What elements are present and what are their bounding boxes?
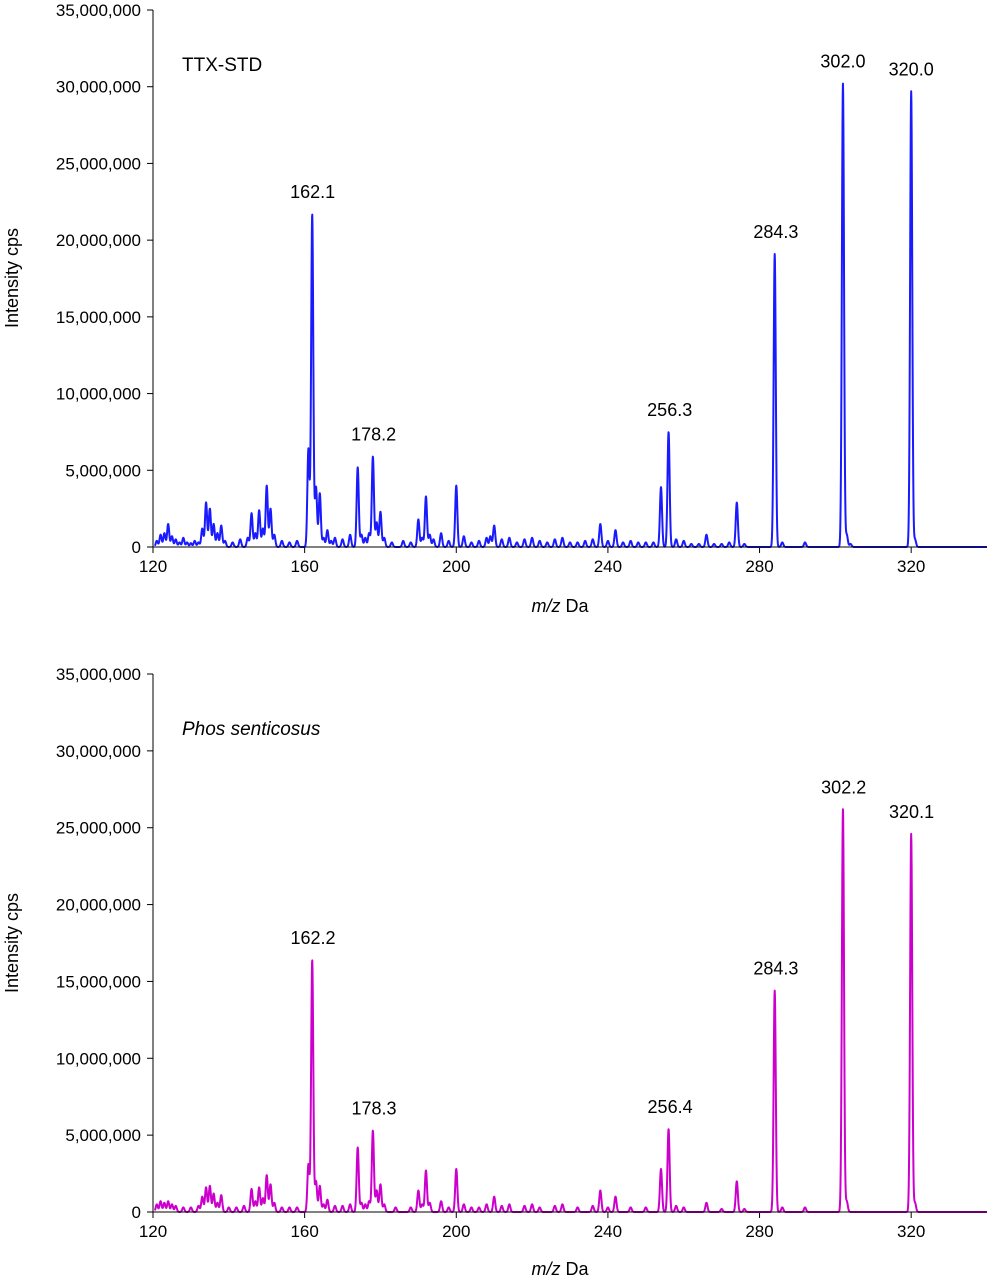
y-tick-label: 25,000,000 — [56, 819, 141, 838]
spectrum-series-line — [153, 82, 988, 548]
x-tick-label: 200 — [442, 1222, 470, 1241]
x-axis-label: m/z Da — [531, 596, 589, 616]
x-tick-label: 200 — [442, 557, 470, 576]
x-tick-label: 120 — [139, 557, 167, 576]
peak-label: 256.3 — [647, 400, 692, 420]
y-tick-label: 15,000,000 — [56, 308, 141, 327]
y-tick-label: 35,000,000 — [56, 1, 141, 20]
x-tick-label: 120 — [139, 1222, 167, 1241]
x-axis-label: m/z Da — [531, 1259, 589, 1278]
peak-label: 302.2 — [821, 777, 866, 797]
y-tick-label: 35,000,000 — [56, 665, 141, 684]
x-axis-label-unit: Da — [560, 596, 589, 616]
x-tick-label: 280 — [745, 557, 773, 576]
y-tick-label: 20,000,000 — [56, 896, 141, 915]
y-tick-label: 0 — [132, 1203, 141, 1222]
peak-label: 178.3 — [351, 1099, 396, 1119]
peak-label: 302.0 — [820, 52, 865, 72]
y-axis-label: Intensity cps — [2, 228, 22, 328]
x-tick-label: 160 — [290, 557, 318, 576]
spectrum-panel-1: 0 5,000,000 10,000,000 15,000,000 20,000,000… — [2, 1, 988, 616]
peak-label: 162.2 — [290, 928, 335, 948]
spectrum-panel-2: 0 5,000,000 10,000,000 15,000,000 20,000,000… — [2, 665, 988, 1278]
peak-label: 178.2 — [351, 424, 396, 444]
y-axis-label: Intensity cps — [2, 893, 22, 993]
spectrum-series-line — [153, 808, 988, 1213]
x-tick-label: 160 — [290, 1222, 318, 1241]
panel-title: TTX-STD — [182, 55, 262, 76]
y-tick-label: 15,000,000 — [56, 972, 141, 991]
y-tick-label: 5,000,000 — [65, 1126, 141, 1145]
x-tick-label: 240 — [594, 557, 622, 576]
y-tick-label: 25,000,000 — [56, 154, 141, 173]
x-tick-label: 320 — [897, 557, 925, 576]
y-tick-label: 10,000,000 — [56, 1049, 141, 1068]
x-axis-label-unit: Da — [560, 1259, 589, 1278]
y-tick-label: 5,000,000 — [65, 461, 141, 480]
x-tick-label: 320 — [897, 1222, 925, 1241]
y-tick-label: 30,000,000 — [56, 78, 141, 97]
peak-label: 284.3 — [753, 222, 798, 242]
peak-label: 320.1 — [889, 802, 934, 822]
peak-label: 256.4 — [648, 1097, 693, 1117]
y-tick-label: 10,000,000 — [56, 385, 141, 404]
x-tick-label: 280 — [745, 1222, 773, 1241]
peak-label: 320.0 — [889, 59, 934, 79]
peak-label: 284.3 — [753, 959, 798, 979]
x-tick-label: 240 — [594, 1222, 622, 1241]
panel-title: Phos senticosus — [182, 719, 321, 740]
x-axis-label-italic: m/z — [531, 596, 560, 616]
y-tick-label: 0 — [132, 538, 141, 557]
peak-label: 162.1 — [290, 182, 335, 202]
x-axis-label-italic: m/z — [531, 1259, 560, 1278]
y-tick-label: 30,000,000 — [56, 742, 141, 761]
y-tick-label: 20,000,000 — [56, 231, 141, 250]
